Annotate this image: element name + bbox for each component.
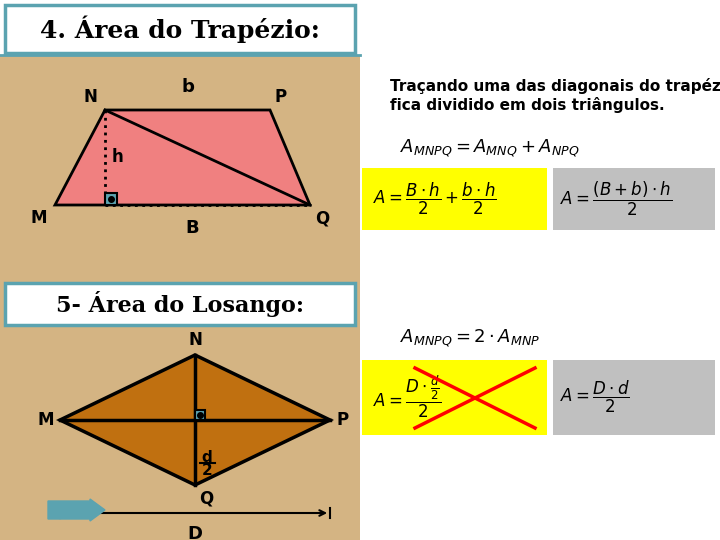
Text: $A = \dfrac{D \cdot d}{2}$: $A = \dfrac{D \cdot d}{2}$	[560, 379, 630, 415]
Text: $A = \dfrac{D \cdot \frac{d}{2}}{2}$: $A = \dfrac{D \cdot \frac{d}{2}}{2}$	[373, 374, 442, 420]
FancyBboxPatch shape	[0, 285, 360, 540]
Text: M: M	[37, 411, 54, 429]
FancyBboxPatch shape	[362, 168, 547, 230]
Bar	[195, 410, 205, 420]
Text: P: P	[336, 411, 348, 429]
Text: Traçando uma das diagonais do trapézio, ele
fica dividido em dois triângulos.: Traçando uma das diagonais do trapézio, …	[390, 78, 720, 113]
Text: 4. Área do Trapézio:: 4. Área do Trapézio:	[40, 15, 320, 43]
FancyBboxPatch shape	[0, 55, 360, 285]
Text: B: B	[186, 219, 199, 237]
Text: N: N	[83, 88, 97, 106]
Text: M: M	[30, 209, 47, 227]
Bar	[105, 193, 117, 205]
Text: 5- Área do Losango:: 5- Área do Losango:	[56, 291, 304, 317]
Text: $A = \dfrac{(B+b) \cdot h}{2}$: $A = \dfrac{(B+b) \cdot h}{2}$	[560, 180, 672, 218]
FancyBboxPatch shape	[553, 168, 715, 230]
FancyBboxPatch shape	[5, 5, 355, 53]
Polygon shape	[55, 110, 310, 205]
Text: D: D	[187, 525, 202, 540]
Text: 2: 2	[202, 463, 212, 478]
Text: P: P	[275, 88, 287, 106]
Text: $A = \dfrac{B \cdot h}{2} + \dfrac{b \cdot h}{2}$: $A = \dfrac{B \cdot h}{2} + \dfrac{b \cd…	[373, 181, 497, 217]
Text: N: N	[188, 331, 202, 349]
Text: b: b	[181, 78, 194, 96]
FancyBboxPatch shape	[553, 360, 715, 435]
Text: Q: Q	[315, 209, 329, 227]
Text: Q: Q	[199, 489, 213, 507]
Polygon shape	[60, 355, 330, 485]
FancyBboxPatch shape	[362, 360, 547, 435]
Text: $A_{MNPQ} = 2 \cdot A_{MNP}$: $A_{MNPQ} = 2 \cdot A_{MNP}$	[400, 327, 540, 349]
FancyBboxPatch shape	[5, 283, 355, 325]
Text: d: d	[202, 450, 212, 465]
Text: $A_{MNPQ} = A_{MNQ} + A_{NPQ}$: $A_{MNPQ} = A_{MNQ} + A_{NPQ}$	[400, 137, 580, 159]
FancyArrow shape	[48, 499, 105, 521]
Text: h: h	[112, 148, 124, 166]
FancyBboxPatch shape	[0, 55, 85, 540]
